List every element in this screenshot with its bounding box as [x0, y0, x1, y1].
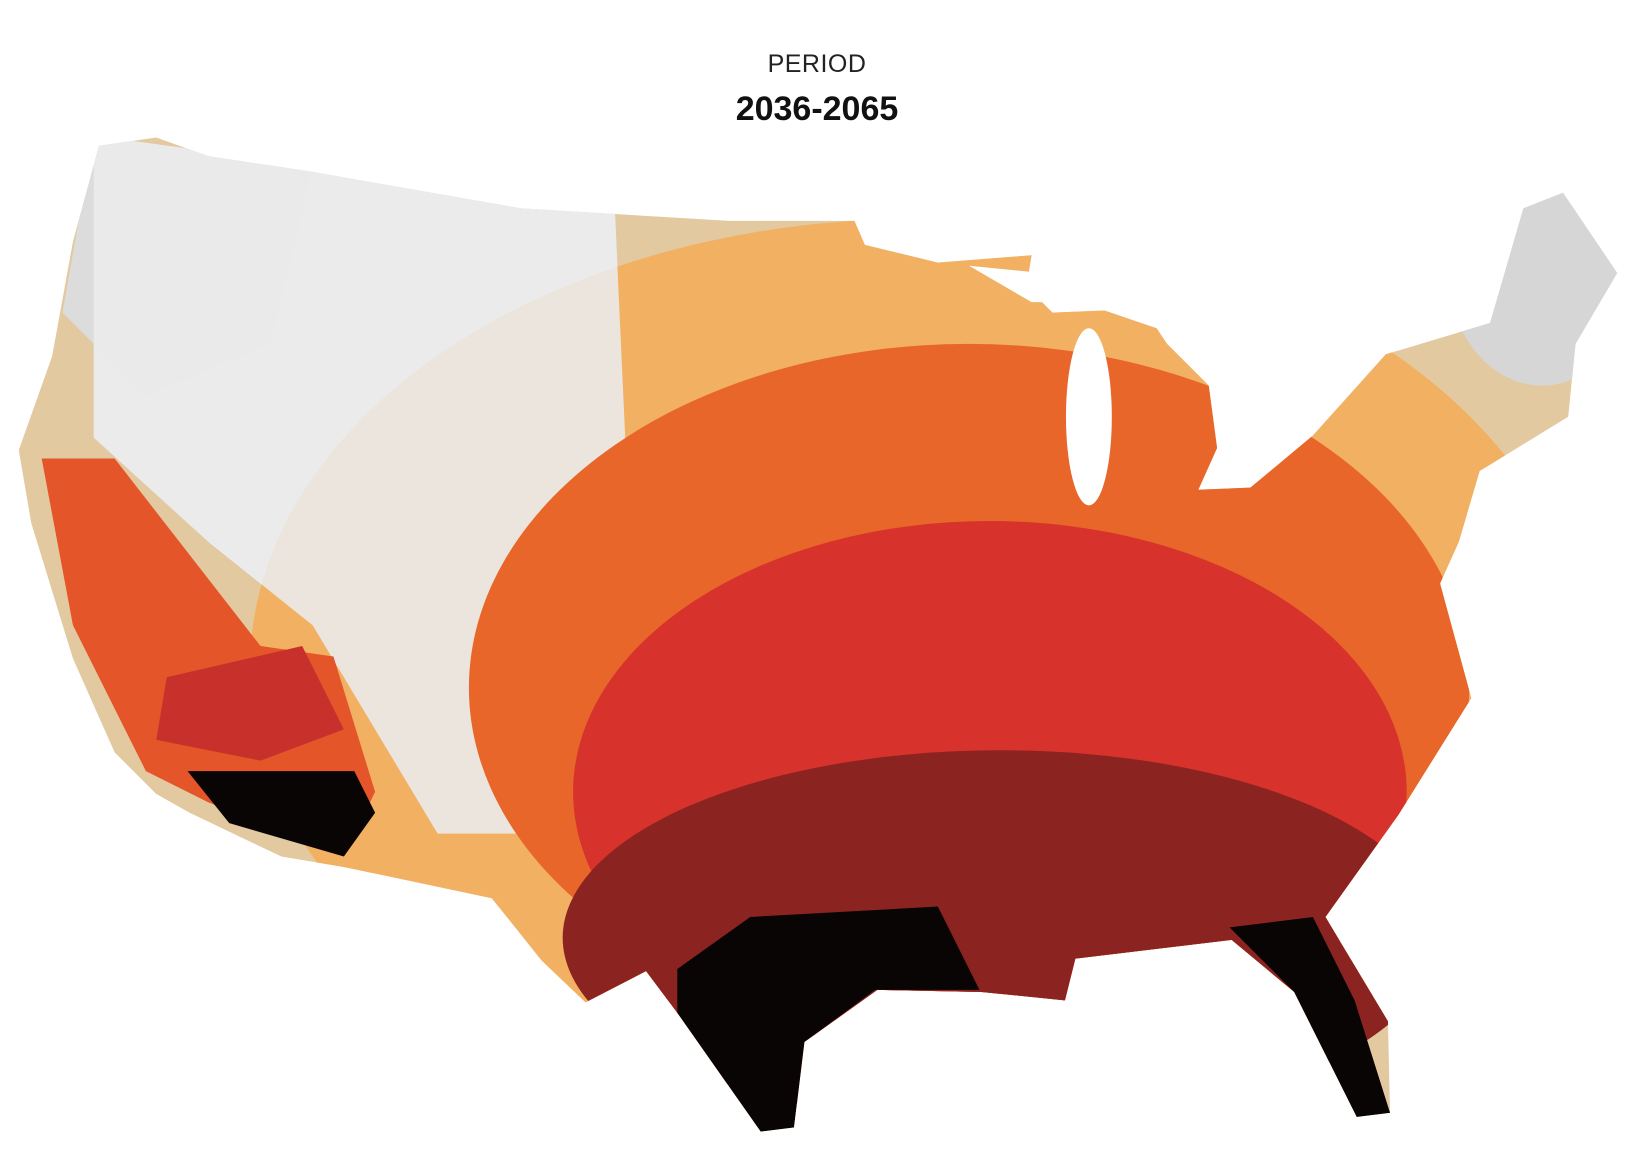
region-california	[41, 458, 376, 855]
region-florida	[1229, 916, 1391, 1118]
region-arizona-south	[187, 771, 376, 857]
lake-superior	[969, 265, 1105, 303]
lake-michigan	[1065, 328, 1112, 506]
region-desert	[156, 646, 344, 761]
region-maine	[1448, 156, 1618, 386]
period-value: 2036-2065	[735, 90, 899, 128]
region-texas	[677, 906, 980, 1132]
choropleth	[18, 137, 1618, 1132]
us-map	[18, 137, 1618, 1132]
period-label: PERIOD	[767, 50, 867, 78]
